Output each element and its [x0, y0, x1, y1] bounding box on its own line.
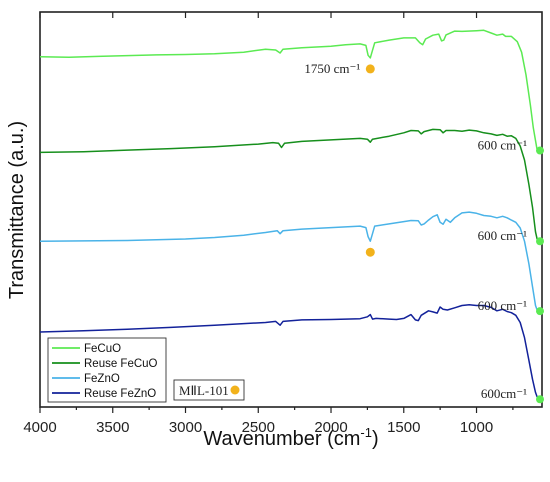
- end-marker: [536, 146, 544, 155]
- x-axis-ticks: 4000 3500 3000 2500 2000 1500 1000: [23, 12, 514, 436]
- legend-label: Reuse FeCuO: [84, 358, 158, 370]
- x-tick-label: 3500: [96, 419, 129, 436]
- peak-marker: [365, 247, 375, 257]
- end-marker: [536, 395, 544, 404]
- marker-legend: MⅡL-101: [173, 379, 245, 401]
- x-axis-title-sup: -1: [360, 425, 372, 440]
- annotation-label-1: 600 cm⁻¹: [478, 138, 527, 153]
- y-axis-title: Transmittance (a.u.): [6, 121, 28, 299]
- series-line-0: [39, 29, 540, 152]
- plot-frame: [39, 11, 543, 408]
- legend-label: FeCuO: [84, 343, 121, 355]
- x-axis-title: Wavenumber (cm-1): [203, 425, 378, 450]
- x-tick-label: 3000: [169, 419, 202, 436]
- legend-items: FeCuO Reuse FeCuO FeZnO Reuse FeZnO: [52, 343, 158, 400]
- x-axis-title-main: Wavenumber (cm: [203, 428, 360, 450]
- annotation-label-4: 600cm⁻¹: [481, 386, 527, 401]
- legend-label: FeZnO: [84, 373, 120, 385]
- x-axis-title-end: ): [372, 428, 379, 450]
- end-marker: [536, 237, 544, 246]
- legend: FeCuO Reuse FeCuO FeZnO Reuse FeZnO: [47, 337, 167, 403]
- annotation-label-3: 600 cm⁻¹: [478, 298, 527, 313]
- x-tick-label: 1500: [387, 419, 420, 436]
- series-line-2: [39, 211, 540, 312]
- marker-legend-label: MⅡL-101: [179, 383, 229, 398]
- legend-label: Reuse FeZnO: [84, 388, 156, 400]
- series-line-1: [39, 128, 540, 242]
- annotation-group: 1750 cm⁻¹ 600 cm⁻¹ 600 cm⁻¹ 600 cm⁻¹ 600cm⁻¹: [304, 61, 544, 404]
- x-tick-label: 4000: [23, 419, 56, 436]
- peak-marker: [365, 64, 375, 74]
- x-tick-label: 2000: [314, 419, 347, 436]
- annotation-label-2: 600 cm⁻¹: [478, 228, 527, 243]
- marker-legend-dot: [230, 385, 240, 395]
- x-tick-label: 2500: [242, 419, 275, 436]
- annotation-label-0: 1750 cm⁻¹: [304, 61, 360, 76]
- series-line-3: [39, 303, 540, 400]
- end-marker: [536, 307, 544, 316]
- x-tick-label: 1000: [460, 419, 493, 436]
- marker-legend-box: [173, 379, 245, 401]
- series-group: [39, 29, 540, 400]
